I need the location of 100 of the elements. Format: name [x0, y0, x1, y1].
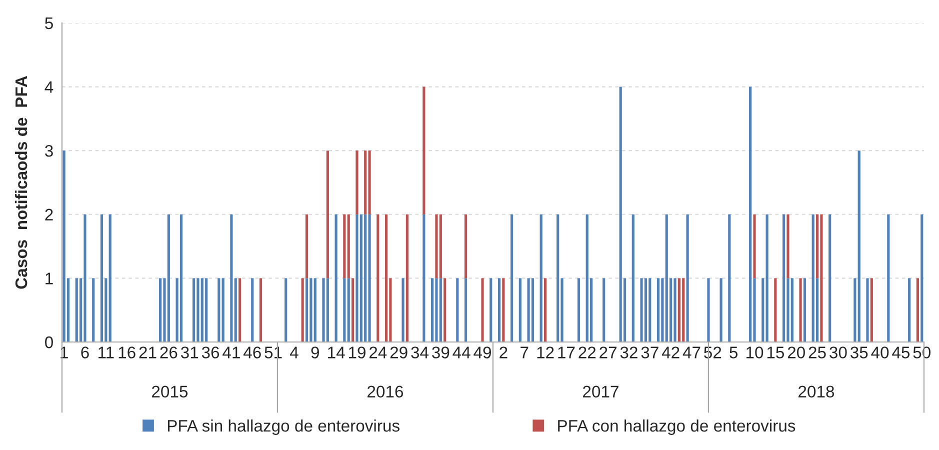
- bar: [200, 278, 204, 342]
- bar: [92, 278, 95, 342]
- bar: [284, 278, 288, 342]
- bar: [799, 278, 802, 342]
- y-tick-label: 3: [45, 144, 53, 157]
- y-tick-label: 4: [44, 81, 54, 93]
- x-tick-label: 17: [558, 346, 575, 358]
- x-tick-label: 31: [180, 346, 198, 358]
- bar: [774, 278, 777, 342]
- x-tick-label: 15: [767, 346, 784, 358]
- bar: [62, 150, 66, 342]
- y-tick-label: 0: [45, 336, 53, 348]
- bar: [218, 278, 220, 342]
- bar: [368, 150, 371, 214]
- bar: [678, 278, 680, 342]
- bar: [920, 214, 924, 342]
- x-tick-label: 45: [892, 346, 910, 358]
- y-tick-label: 5: [45, 18, 53, 30]
- bar: [230, 214, 233, 342]
- bar: [790, 278, 794, 342]
- bar: [803, 278, 806, 342]
- bar: [762, 278, 764, 342]
- bar: [444, 278, 446, 342]
- x-tick-label: 7: [520, 346, 528, 358]
- bar: [749, 86, 752, 342]
- bar: [728, 214, 731, 342]
- bar: [259, 278, 262, 342]
- bar: [234, 278, 237, 342]
- bar: [464, 214, 468, 278]
- bar: [305, 214, 308, 278]
- bar: [100, 214, 104, 342]
- y-tick-label: 1: [46, 272, 53, 284]
- bar: [422, 214, 426, 342]
- bar: [707, 278, 710, 342]
- bar: [686, 214, 689, 342]
- bar: [326, 150, 329, 278]
- bar: [108, 214, 112, 342]
- bar: [518, 278, 522, 342]
- x-tick-label: 26: [160, 346, 178, 358]
- bar: [556, 214, 560, 342]
- bar: [870, 278, 873, 342]
- x-tick-label: 9: [311, 346, 319, 358]
- x-tick-label: 40: [871, 346, 889, 358]
- bar: [439, 278, 442, 342]
- bar: [656, 278, 660, 342]
- bar: [481, 278, 484, 342]
- y-axis-title: Casos notificaods de PFA: [14, 76, 28, 289]
- text: 2015: [152, 386, 188, 398]
- bar: [786, 214, 790, 278]
- bar: [406, 214, 408, 342]
- x-tick-label: 6: [81, 346, 89, 358]
- bar: [314, 278, 316, 342]
- legend-label: PFA sin hallazgo de enterovirus: [168, 419, 400, 435]
- bar: [456, 278, 459, 342]
- bar: [180, 214, 183, 342]
- x-tick-label: 27: [600, 346, 616, 358]
- bar: [435, 278, 438, 342]
- bar: [222, 278, 224, 342]
- x-tick-label: 37: [641, 346, 658, 358]
- x-tick-label: 10: [746, 346, 764, 358]
- bar: [352, 278, 354, 342]
- bar: [908, 278, 911, 342]
- bar: [343, 214, 346, 278]
- bar: [577, 278, 580, 342]
- x-tick-label: 16: [118, 346, 136, 358]
- bar: [632, 214, 634, 342]
- x-tick-label: 30: [830, 346, 847, 358]
- bar: [347, 214, 350, 278]
- bar: [531, 278, 534, 342]
- bar: [854, 278, 856, 342]
- bar: [84, 214, 86, 342]
- bar: [305, 278, 308, 342]
- bar: [238, 278, 242, 342]
- bar: [619, 86, 622, 342]
- bar: [402, 278, 404, 342]
- bar: [205, 278, 208, 342]
- bar: [364, 214, 367, 342]
- bar: [586, 214, 588, 342]
- bar: [887, 214, 890, 342]
- bar: [343, 278, 346, 342]
- bar: [310, 278, 312, 342]
- bar: [648, 278, 652, 342]
- x-tick-label: 21: [139, 346, 156, 358]
- bar: [376, 214, 380, 342]
- bar: [196, 278, 200, 342]
- x-tick-label: 42: [662, 346, 680, 358]
- bar: [510, 214, 514, 342]
- x-tick-label: 5: [730, 346, 738, 358]
- x-tick-label: 29: [390, 346, 408, 358]
- bar: [665, 214, 668, 342]
- bar: [644, 278, 648, 342]
- bar: [782, 214, 786, 342]
- x-tick-label: 4: [290, 346, 298, 358]
- bar: [364, 150, 367, 214]
- bar: [435, 214, 438, 278]
- bar: [544, 278, 547, 342]
- x-tick-label: 35: [850, 346, 868, 358]
- bar: [682, 278, 685, 342]
- bar: [251, 278, 254, 342]
- x-tick-label: 34: [411, 346, 429, 358]
